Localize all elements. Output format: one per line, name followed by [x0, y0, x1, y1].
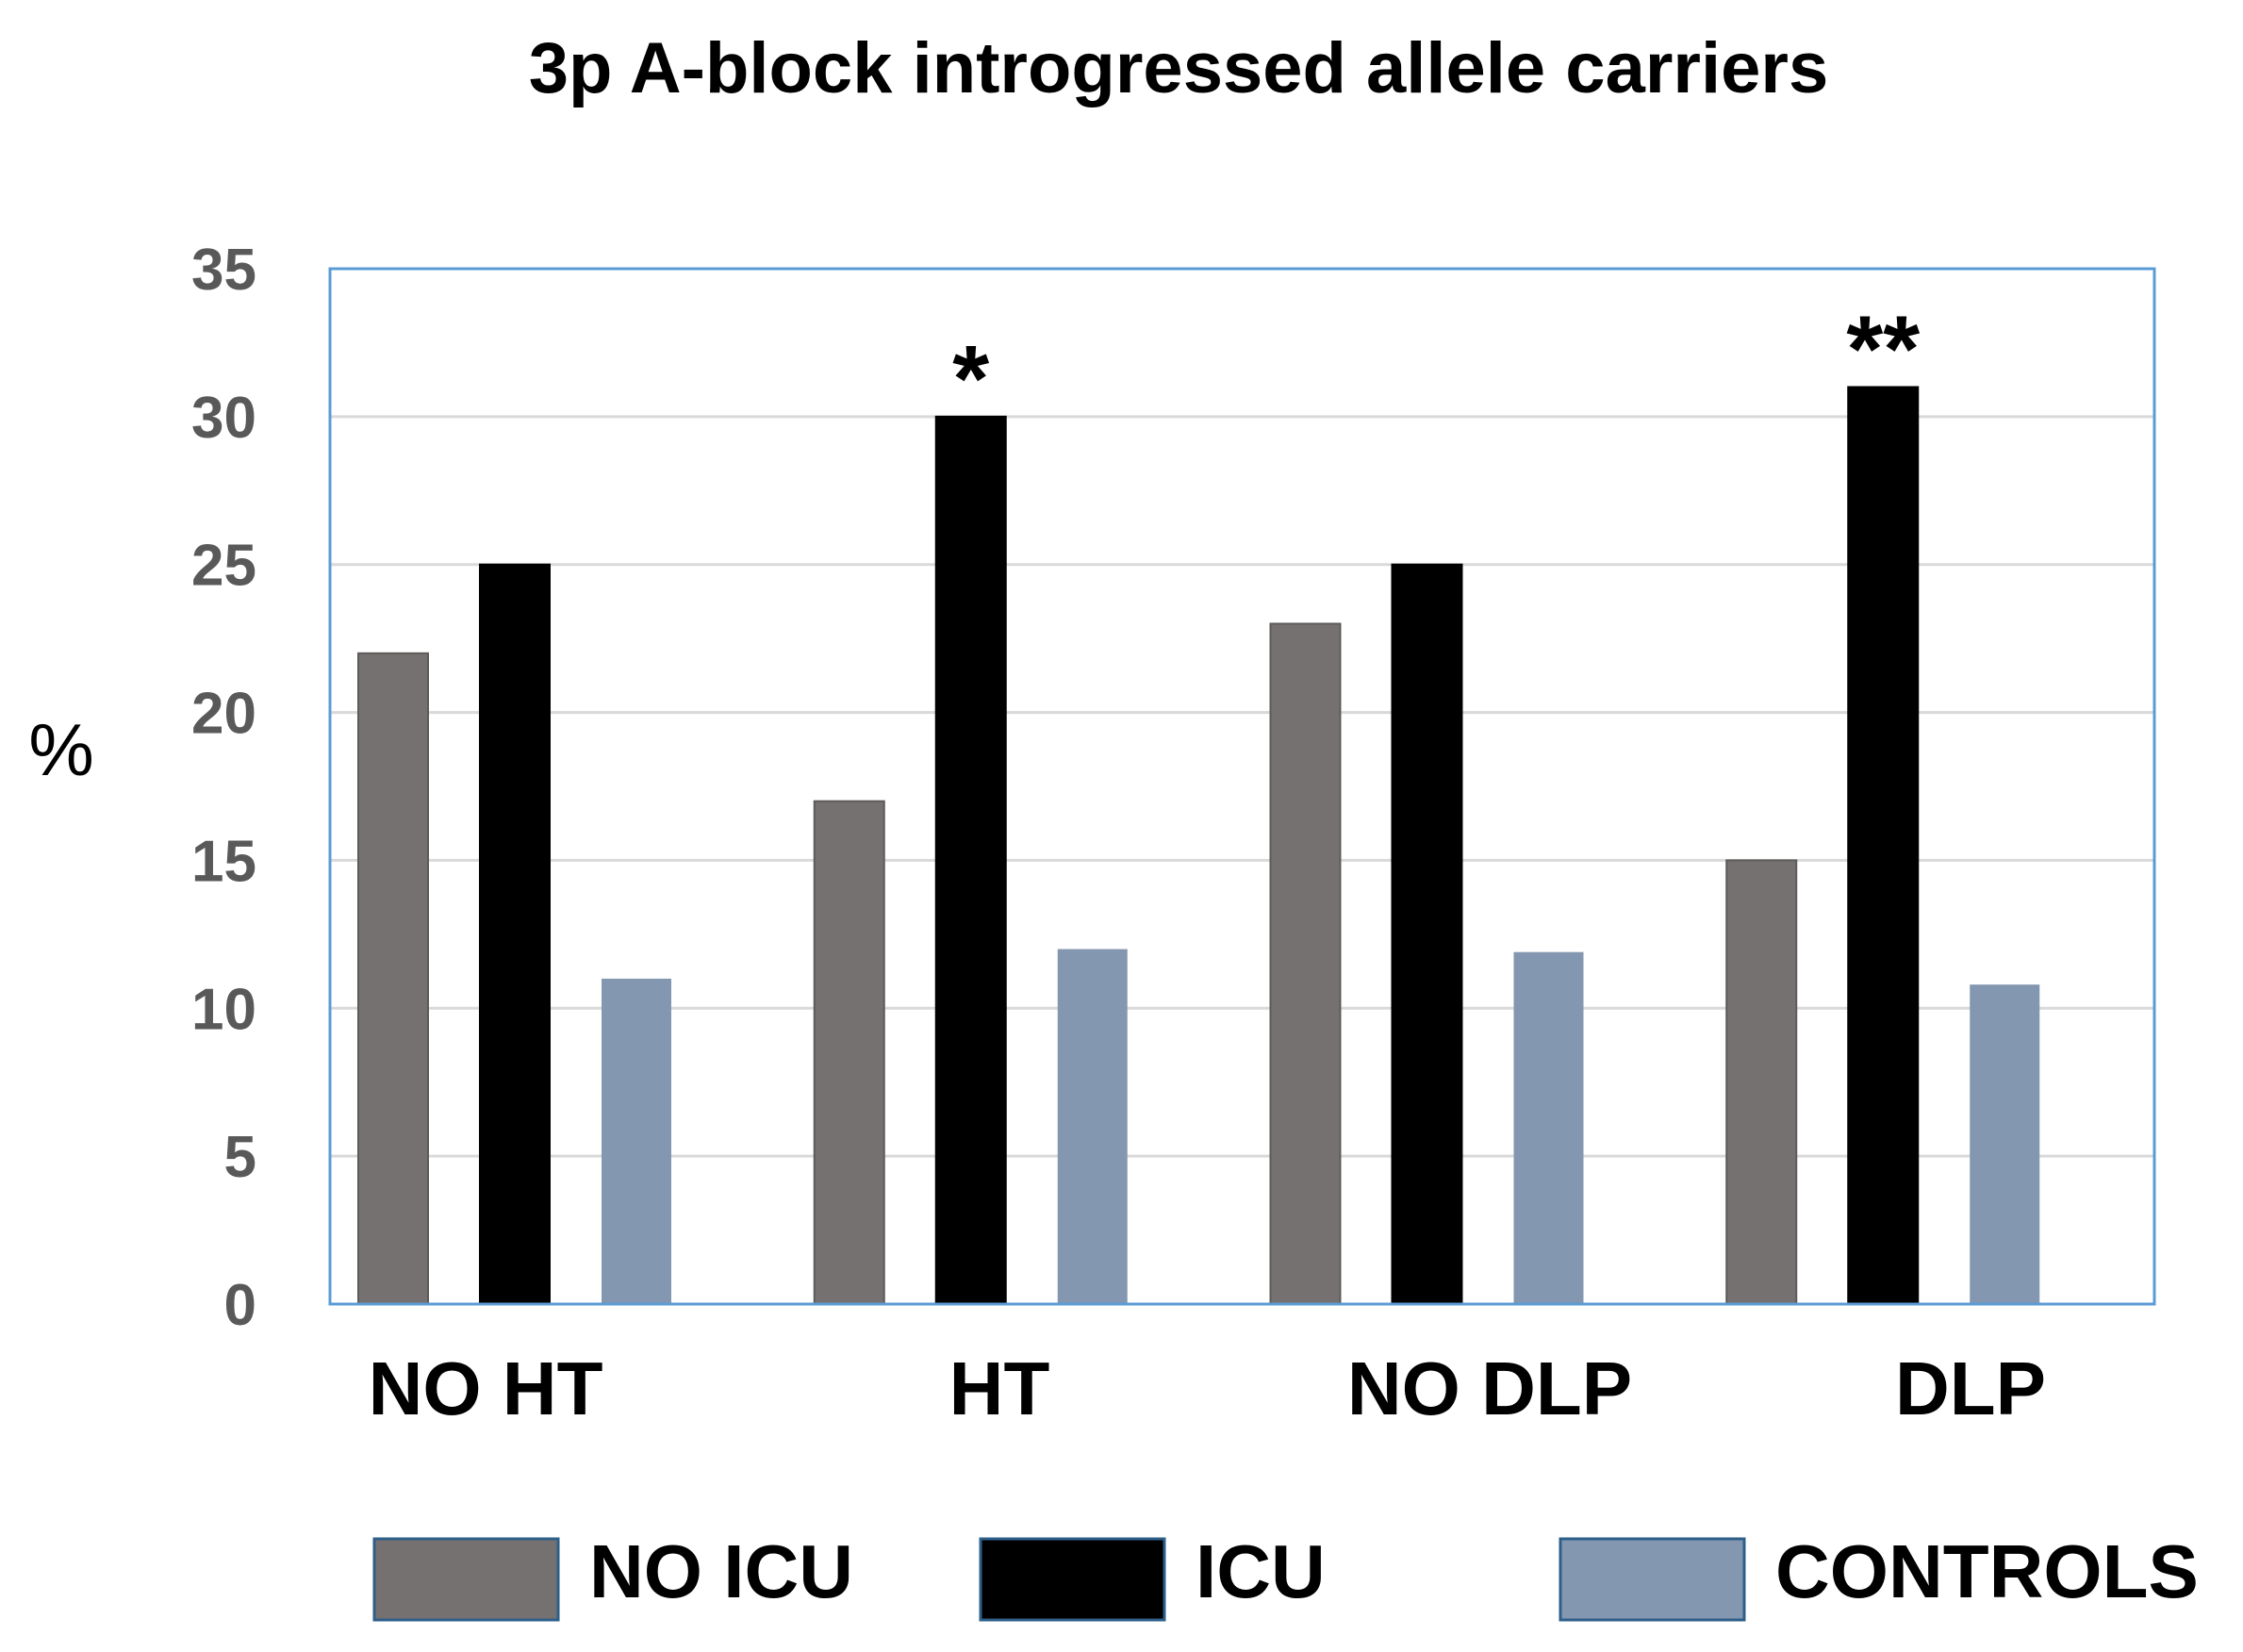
legend-label: CONTROLS: [1775, 1529, 2199, 1613]
y-tick-label: 30: [191, 386, 256, 451]
y-tick-label: 20: [191, 682, 256, 747]
legend-label: ICU: [1196, 1529, 1326, 1613]
y-axis-label: %: [28, 708, 93, 791]
x-axis-ticks: NO HT HT NO DLP DLP: [369, 1346, 2046, 1430]
bar-controls-ht: [1057, 949, 1128, 1304]
x-tick-label: NO HT: [369, 1346, 603, 1430]
y-axis-ticks: 0 5 10 15 20 25 30 35: [191, 238, 256, 1338]
x-tick-label: NO DLP: [1347, 1346, 1632, 1430]
significance-annotations: * **: [952, 296, 1920, 431]
y-tick-label: 0: [224, 1273, 256, 1338]
x-tick-label: DLP: [1895, 1346, 2046, 1430]
y-tick-label: 15: [191, 829, 256, 894]
bar-no-icu-ht: [813, 800, 885, 1305]
legend-swatch-no-icu: [372, 1537, 560, 1622]
legend: NO ICU ICU CONTROLS: [372, 1529, 2199, 1622]
x-tick-label: HT: [949, 1346, 1050, 1430]
y-tick-label: 35: [191, 238, 256, 303]
legend-swatch-icu: [979, 1537, 1166, 1622]
bar-no-icu-dlp: [1725, 859, 1798, 1306]
legend-label: NO ICU: [589, 1529, 853, 1613]
bar-controls-no-dlp: [1513, 951, 1584, 1304]
bar-no-icu-no-ht: [357, 652, 429, 1305]
significance-mark: *: [952, 326, 989, 432]
bar-icu-no-ht: [479, 563, 551, 1305]
bar-icu-dlp: [1847, 386, 1920, 1305]
y-tick-label: 10: [191, 977, 256, 1042]
significance-mark: **: [1846, 296, 1920, 402]
legend-swatch-controls: [1559, 1537, 1746, 1622]
bar-controls-no-ht: [602, 978, 671, 1304]
plot-area-border: [328, 267, 2156, 1306]
bars: [357, 386, 2040, 1306]
bar-icu-ht: [934, 415, 1007, 1306]
bar-no-icu-no-dlp: [1269, 622, 1342, 1305]
bar-controls-dlp: [1970, 984, 2040, 1304]
y-tick-label: 5: [224, 1125, 256, 1190]
chart-title: 3p A-block introgressed allele carriers: [529, 28, 1828, 108]
y-tick-label: 25: [191, 534, 256, 599]
bar-icu-no-dlp: [1391, 563, 1463, 1305]
